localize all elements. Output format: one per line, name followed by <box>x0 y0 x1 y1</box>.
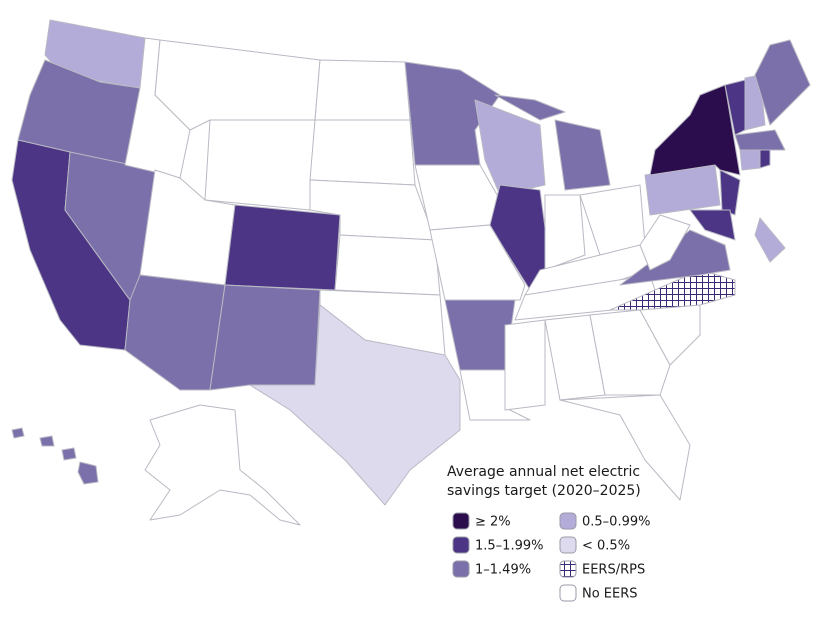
state <box>579 184 646 256</box>
state <box>11 427 25 439</box>
state <box>504 319 546 411</box>
state <box>759 149 771 169</box>
legend: Average annual net electric savings targ… <box>447 464 650 602</box>
legend-swatch <box>559 584 577 602</box>
state <box>309 119 416 186</box>
legend-swatch <box>452 560 470 578</box>
state <box>494 94 566 121</box>
state <box>429 224 526 301</box>
state <box>77 461 99 485</box>
state <box>334 234 441 296</box>
legend-swatch <box>559 536 577 554</box>
state <box>754 39 811 126</box>
legend-label: 0.5–0.99% <box>582 515 650 530</box>
state <box>204 119 316 211</box>
state <box>544 194 586 271</box>
state <box>144 404 301 526</box>
legend-label: No EERS <box>582 587 638 602</box>
state <box>459 369 531 421</box>
state <box>314 59 411 121</box>
state <box>689 209 736 241</box>
state <box>61 447 77 461</box>
legend-label: < 0.5% <box>582 539 630 554</box>
state <box>224 204 341 291</box>
state <box>209 284 321 391</box>
states <box>11 19 811 526</box>
legend-title: savings target (2020–2025) <box>447 483 641 499</box>
state <box>249 304 461 506</box>
state <box>414 164 501 231</box>
legend-label: ≥ 2% <box>475 515 511 530</box>
state <box>124 274 226 391</box>
legend-label: 1–1.49% <box>475 563 531 578</box>
state <box>589 309 671 396</box>
legend-label: EERS/RPS <box>582 563 645 578</box>
legend-swatch <box>559 512 577 530</box>
state <box>154 39 321 131</box>
legend-swatch <box>452 512 470 530</box>
state <box>554 119 611 191</box>
state <box>719 169 741 216</box>
legend-swatch <box>452 536 470 554</box>
state <box>39 435 55 447</box>
state <box>739 149 761 171</box>
legend-label: 1.5–1.99% <box>475 539 543 554</box>
state <box>559 394 691 501</box>
legend-title: Average annual net electric <box>447 464 640 480</box>
state <box>639 214 691 271</box>
state <box>734 129 786 151</box>
state <box>649 84 741 176</box>
legend-swatch <box>559 560 577 578</box>
state <box>754 217 786 263</box>
